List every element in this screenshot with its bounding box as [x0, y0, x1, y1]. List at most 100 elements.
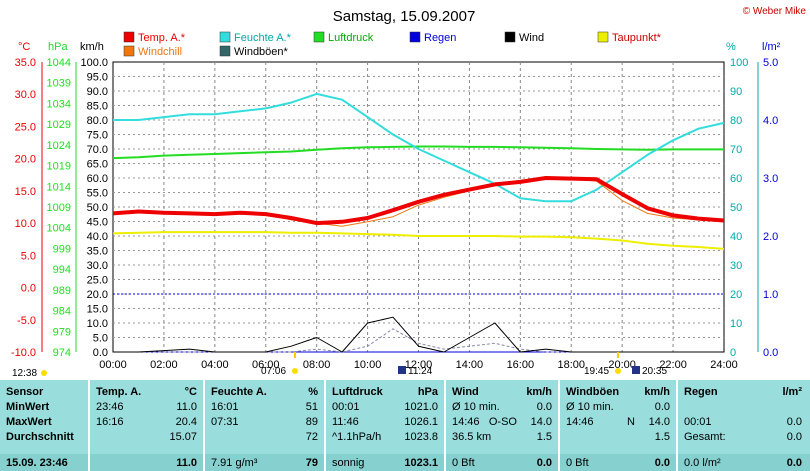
- table-cell-value: 0.0: [536, 401, 552, 413]
- time-tick-label: 02:00: [150, 359, 178, 371]
- humidity-axis-tick: 30: [730, 260, 742, 272]
- table-column-separator: [444, 380, 446, 471]
- wind-axis-tick: 90.0: [87, 86, 108, 98]
- legend-swatch: [123, 45, 135, 57]
- table-cell-label: 0 Bft: [566, 457, 589, 469]
- humidity-axis-tick: 70: [730, 144, 742, 156]
- temp-axis-tick: 15.0: [15, 186, 36, 198]
- table-row-label: 15.09. 23:46: [6, 457, 68, 469]
- table-unit: km/h: [644, 386, 670, 398]
- table-cell-value: 0.0: [654, 457, 670, 469]
- time-tick-label: 22:00: [659, 359, 687, 371]
- table-row-label: MaxWert: [6, 416, 52, 428]
- table-cell-label: 7.91 g/m³: [211, 457, 258, 469]
- table-cell-value: 15.07: [169, 431, 197, 443]
- table-cell-value: 72: [305, 431, 318, 443]
- temp-axis-tick: 10.0: [15, 218, 36, 230]
- wind-axis-tick: 5.0: [93, 333, 108, 345]
- series-line-wind: [113, 316, 724, 353]
- legend-label: Luftdruck: [328, 32, 374, 44]
- pressure-axis-tick: 1039: [47, 78, 71, 90]
- table-cell-label: 11:46: [332, 416, 359, 428]
- humidity-axis-tick: 100: [730, 57, 748, 69]
- table-header: Regen: [684, 386, 718, 398]
- table-cell-label: Gesamt:: [684, 431, 726, 443]
- humidity-axis-tick: 10: [730, 318, 742, 330]
- rain-axis-tick: 5.0: [763, 57, 778, 69]
- wind-axis-tick: 20.0: [87, 289, 108, 301]
- sunset-icon: [615, 368, 621, 374]
- table-cell-value: 14.0: [648, 416, 670, 428]
- table-unit: km/h: [526, 386, 552, 398]
- time-tick-label: 04:00: [201, 359, 229, 371]
- pressure-axis-tick: 999: [53, 243, 71, 255]
- table-cell-label: Ø 10 min.: [452, 401, 500, 413]
- table-cell-label: 14:46: [452, 416, 480, 428]
- table-column-separator: [88, 380, 90, 471]
- sunrise-time: 07:06: [261, 366, 286, 377]
- table-cell-label: 0.0 l/m²: [684, 457, 721, 469]
- series-line-taupunkt: [112, 231, 725, 250]
- table-cell-value: 0.0: [654, 401, 670, 413]
- temp-axis-tick: 5.0: [21, 250, 36, 262]
- sunset-time: 19:45: [584, 366, 609, 377]
- time-tick-label: 00:00: [99, 359, 127, 371]
- table-unit: hPa: [417, 386, 438, 398]
- pressure-axis-tick: 1044: [47, 57, 71, 69]
- legend-swatch: [123, 31, 135, 43]
- temp-axis-tick: -5.0: [17, 315, 36, 327]
- wind-axis-tick: 55.0: [87, 188, 108, 200]
- legend-swatch: [219, 31, 231, 43]
- wind-axis-tick: 0.0: [93, 347, 108, 359]
- moon-icon: [41, 370, 47, 376]
- wind-axis-tick: 85.0: [87, 101, 108, 113]
- pressure-axis-tick: 979: [53, 326, 71, 338]
- moonset2-icon: [632, 366, 640, 374]
- table-header: Windböen: [566, 386, 620, 398]
- legend-swatch: [219, 45, 231, 57]
- table-column-separator: [203, 380, 205, 471]
- legend-label: Feuchte A.*: [234, 32, 292, 44]
- rain-axis-tick: 1.0: [763, 289, 778, 301]
- table-cell-value: 1.5: [654, 431, 670, 443]
- rain-axis-tick: 3.0: [763, 173, 778, 185]
- table-cell-value: 11.0: [176, 457, 197, 469]
- table-column-separator: [558, 380, 560, 471]
- table-cell-label: 00:01: [684, 416, 712, 428]
- table-cell-value: 11.0: [176, 401, 197, 413]
- pressure-axis-tick: 1009: [47, 202, 71, 214]
- pressure-axis-tick: 1024: [47, 140, 71, 152]
- humidity-axis-tick: 20: [730, 289, 742, 301]
- table-cell-label: 00:01: [332, 401, 360, 413]
- weather-chart: 00:00 02:00 04:00 06:00 08:00 10:00 12:00 14:00…: [11, 6, 807, 379]
- table-cell-value: 1.5: [536, 431, 552, 443]
- wind-axis-tick: 80.0: [87, 115, 108, 127]
- wind-axis-tick: 95.0: [87, 72, 108, 84]
- table-cell-value: 1023.8: [404, 431, 438, 443]
- temp-axis-tick: 0.0: [21, 283, 36, 295]
- series-line-feuchte-a: [113, 92, 725, 203]
- series-line-temp-a: [112, 176, 725, 226]
- wind-axis-tick: 15.0: [87, 304, 108, 316]
- time-tick-label: 10:00: [354, 359, 382, 371]
- wind-axis-tick: 60.0: [87, 173, 108, 185]
- pressure-axis-tick: 1014: [47, 181, 71, 193]
- temp-axis-tick: 30.0: [15, 89, 36, 101]
- pressure-axis-tick: 1029: [47, 119, 71, 131]
- legend-swatch: [504, 31, 516, 43]
- pressure-axis-tick: 984: [53, 306, 71, 318]
- legend-swatch: [597, 31, 609, 43]
- legend-label: Wind: [519, 32, 544, 44]
- time-tick-label: 18:00: [557, 359, 585, 371]
- wind-unit-label: km/h: [80, 41, 104, 53]
- table-cell-label: ^1.1hPa/h: [332, 431, 382, 443]
- temp-unit-label: °C: [18, 41, 30, 53]
- wind-axis-tick: 65.0: [87, 159, 108, 171]
- table-unit: °C: [184, 386, 197, 398]
- pressure-axis-tick: 1034: [47, 98, 71, 110]
- rain-axis-tick: 0.0: [763, 347, 778, 359]
- table-cell-value: 0.0: [786, 416, 802, 428]
- pressure-unit-label: hPa: [48, 41, 68, 53]
- moonrise-time: 11:24: [408, 366, 433, 377]
